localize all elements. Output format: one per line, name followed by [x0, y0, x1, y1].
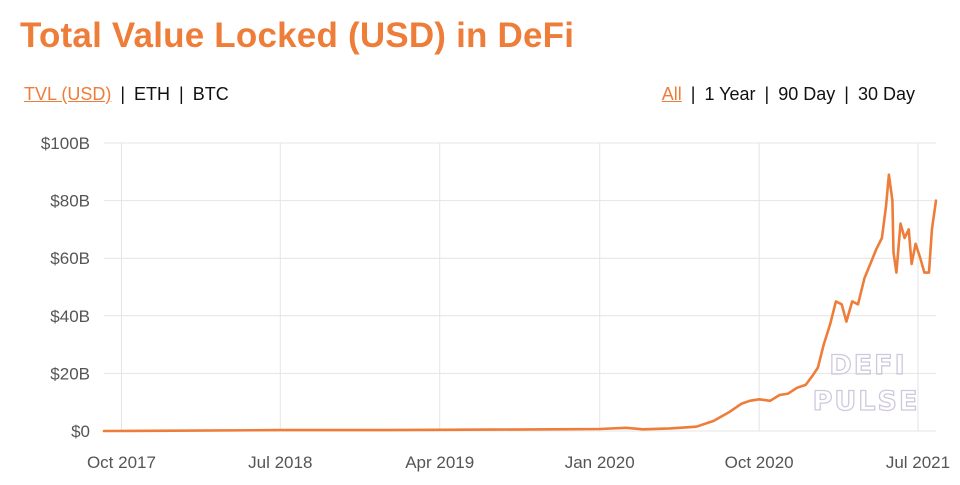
x-tick-label: Jul 2018	[248, 453, 312, 472]
y-tick-label: $40B	[50, 307, 90, 326]
data-point	[625, 427, 627, 429]
data-point	[741, 403, 743, 405]
data-point	[386, 429, 388, 431]
data-point	[885, 205, 887, 207]
data-point	[103, 430, 105, 432]
data-point	[695, 426, 697, 428]
range-selector: All | 1 Year | 90 Day | 30 Day	[662, 84, 915, 105]
data-point	[174, 430, 176, 432]
y-tick-label: $100B	[41, 134, 90, 153]
x-tick-label: Jul 2021	[886, 453, 950, 472]
data-point	[857, 303, 859, 305]
data-point	[279, 429, 281, 431]
data-point	[903, 237, 906, 239]
x-axis: Oct 2017 Jul 2018 Apr 2019 Jan 2020 Oct 2020…	[87, 453, 950, 472]
separator: |	[764, 84, 770, 104]
chart-grid	[104, 142, 936, 432]
data-point	[888, 174, 890, 176]
range-option-30-day[interactable]: 30 Day	[857, 84, 915, 104]
data-point	[875, 248, 877, 251]
watermark-line-2: PULSE	[813, 386, 920, 417]
separator: |	[120, 84, 126, 104]
data-point	[787, 392, 789, 395]
data-point	[891, 200, 893, 202]
metric-option-eth[interactable]: ETH	[134, 84, 171, 104]
x-tick-label: Apr 2019	[405, 453, 474, 472]
x-tick-label: Oct 2017	[87, 453, 156, 472]
data-point	[492, 428, 494, 431]
tvl-series-line	[102, 173, 938, 433]
data-point	[895, 272, 898, 274]
data-point	[910, 263, 913, 265]
data-point	[915, 243, 917, 245]
watermark-line-1: DEFI	[829, 350, 906, 381]
y-axis: $0 $20B $40B $60B $80B $100B	[41, 134, 90, 441]
data-point	[829, 323, 831, 326]
data-point	[823, 344, 825, 346]
data-point	[919, 257, 921, 259]
data-point	[835, 300, 837, 302]
data-point	[931, 228, 933, 230]
data-point	[769, 400, 771, 402]
y-tick-label: $60B	[50, 249, 90, 268]
separator: |	[179, 84, 184, 104]
data-point	[805, 384, 807, 386]
metric-option-tvl-usd[interactable]: TVL (USD)	[24, 84, 112, 104]
range-option-90-day[interactable]: 90 Day	[778, 84, 836, 104]
data-point	[778, 394, 781, 396]
separator: |	[690, 84, 696, 104]
data-point	[881, 237, 883, 239]
series-layer	[102, 173, 938, 433]
data-point	[749, 400, 751, 402]
y-tick-label: $80B	[50, 192, 90, 211]
data-point	[899, 223, 902, 225]
page-title: Total Value Locked (USD) in DeFi	[20, 16, 575, 55]
y-tick-label: $20B	[50, 364, 90, 383]
y-tick-label: $0	[71, 422, 90, 441]
data-point	[599, 428, 601, 430]
data-point	[851, 300, 853, 302]
data-point	[758, 398, 760, 400]
data-point	[841, 303, 843, 305]
range-option-all[interactable]: All	[661, 84, 682, 104]
range-option-1-year[interactable]: 1 Year	[704, 84, 756, 104]
data-point	[908, 228, 910, 230]
data-point	[669, 427, 671, 430]
separator: |	[844, 84, 849, 104]
metric-option-btc[interactable]: BTC	[192, 84, 229, 104]
watermark: DEFI PULSE	[812, 349, 920, 417]
x-tick-label: Jan 2020	[565, 453, 635, 472]
data-point	[845, 320, 848, 323]
data-point	[796, 387, 798, 389]
data-point	[892, 251, 895, 254]
data-point	[863, 277, 866, 279]
data-point	[811, 375, 813, 377]
data-point	[713, 420, 715, 422]
metric-selector: TVL (USD) | ETH | BTC	[24, 84, 229, 105]
data-point	[869, 263, 871, 265]
data-point	[928, 272, 930, 274]
data-point	[642, 428, 644, 430]
data-point	[817, 367, 819, 369]
data-point	[923, 272, 925, 274]
x-tick-label: Oct 2020	[725, 453, 794, 472]
data-point	[935, 200, 937, 202]
data-point	[728, 411, 730, 413]
